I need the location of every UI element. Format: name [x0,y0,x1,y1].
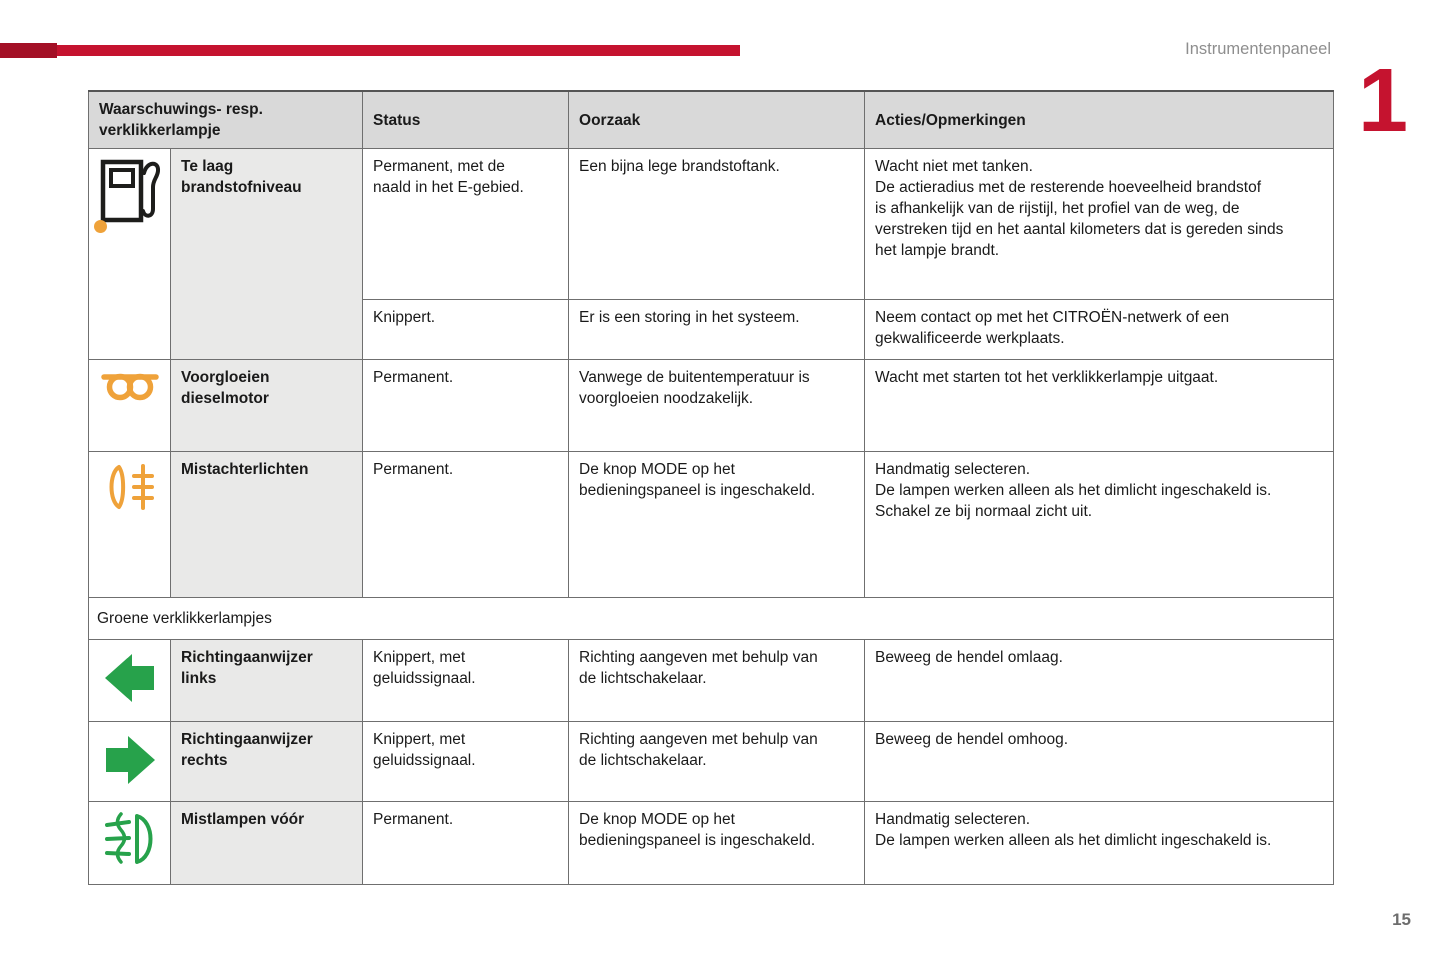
status-cell: Permanent, met de naald in het E-gebied. [362,148,570,300]
actions-cell: Neem contact op met het CITROËN-netwerk … [864,299,1335,360]
status-cell: Knippert. [362,299,570,360]
cause-cell: De knop MODE op het bedieningspaneel is … [568,451,866,598]
turn-left-icon-cell [88,639,171,722]
col-header-actions: Acties/Opmerkingen [864,90,1335,149]
section-row-label: Groene verklikkerlampjes [87,597,1335,640]
amber-indicator-dot [94,220,107,233]
chapter-accent-bar [0,43,740,58]
table-row-front-fog: Mistlampen vóór Permanent. De knop MODE … [88,801,1335,885]
status-cell: Knippert, met geluidssignaal. [362,721,570,802]
cause-cell: Vanwege de buitentemperatuur is voorgloe… [568,359,866,452]
table-row-rear-fog: Mistachterlichten Permanent. De knop MOD… [88,451,1335,598]
actions-cell: Wacht met starten tot het verklikkerlamp… [864,359,1335,452]
status-cell: Permanent. [362,451,570,598]
fuel-pump-icon [100,159,160,223]
rear-fog-light-icon [109,464,154,510]
turn-signal-right-icon [105,736,155,784]
status-cell: Permanent. [362,801,570,885]
rear-fog-icon-cell [88,451,171,598]
table-header-row: Waarschuwings- resp. verklikkerlampje St… [87,90,1335,149]
actions-cell: Wacht niet met tanken. De actieradius me… [864,148,1335,300]
turn-signal-left-icon [104,654,154,702]
chapter-accent-bar-cap [0,43,57,58]
row-label-turn-left: Richtingaanwijzer links [169,639,364,722]
status-cell: Knippert, met geluidssignaal. [362,639,570,722]
col-header-cause: Oorzaak [568,90,866,149]
actions-cell: Handmatig selecteren. De lampen werken a… [864,451,1335,598]
turn-right-icon-cell [88,721,171,802]
warning-lamps-table: Waarschuwings- resp. verklikkerlampje St… [87,90,1335,885]
glow-plug-icon [100,373,159,401]
actions-cell: Handmatig selecteren. De lampen werken a… [864,801,1335,885]
row-label-front-fog: Mistlampen vóór [169,801,364,885]
glow-plug-icon-cell [88,359,171,452]
cause-cell: Een bijna lege brandstoftank. [568,148,866,300]
cause-cell: Richting aangeven met behulp van de lich… [568,721,866,802]
table-row-glow-plug: Voorgloeien dieselmotor Permanent. Vanwe… [88,359,1335,452]
table-row-turn-left: Richtingaanwijzer links Knippert, met ge… [88,639,1335,722]
cause-cell: Er is een storing in het systeem. [568,299,866,360]
fuel-icon-cell [88,148,171,360]
actions-cell: Beweeg de hendel omlaag. [864,639,1335,722]
running-header: Instrumentenpaneel [1185,40,1331,58]
front-fog-light-icon [104,812,152,864]
cause-cell: De knop MODE op het bedieningspaneel is … [568,801,866,885]
front-fog-icon-cell [88,801,171,885]
table-row-fuel: Te laag brandstofniveau Permanent, met d… [88,148,1335,360]
col-header-warning-lamp: Waarschuwings- resp. verklikkerlampje [87,90,364,149]
col-header-status: Status [362,90,570,149]
row-label-fuel: Te laag brandstofniveau [169,148,364,360]
actions-cell: Beweeg de hendel omhoog. [864,721,1335,802]
chapter-number: 1 [1358,51,1408,151]
row-label-rear-fog: Mistachterlichten [169,451,364,598]
page-number: 15 [1392,910,1411,929]
row-label-turn-right: Richtingaanwijzer rechts [169,721,364,802]
status-cell: Permanent. [362,359,570,452]
table-row-turn-right: Richtingaanwijzer rechts Knippert, met g… [88,721,1335,802]
cause-cell: Richting aangeven met behulp van de lich… [568,639,866,722]
row-label-glow-plug: Voorgloeien dieselmotor [169,359,364,452]
section-row-green-lamps: Groene verklikkerlampjes [87,597,1335,640]
